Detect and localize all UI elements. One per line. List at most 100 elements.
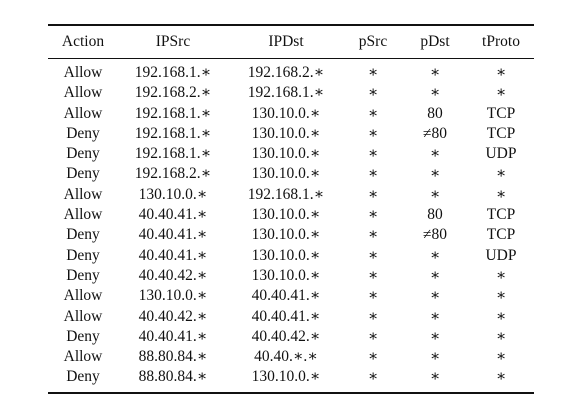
cell-pdst: ∗ bbox=[429, 246, 441, 264]
cell-pdst: ∗ bbox=[429, 368, 441, 386]
cell-psrc: ∗ bbox=[367, 307, 379, 325]
cell-ipdst: 130.10.0.∗ bbox=[251, 145, 321, 163]
cell-psrc: ∗ bbox=[367, 124, 379, 142]
header-tproto: tProto bbox=[482, 32, 520, 50]
cell-action: Deny bbox=[66, 124, 100, 142]
cell-pdst: ∗ bbox=[429, 185, 441, 203]
cell-tproto: ∗ bbox=[495, 266, 507, 284]
cell-tproto: UDP bbox=[485, 145, 517, 163]
table-row: Deny 40.40.42.∗ 130.10.0.∗ ∗ ∗ ∗ bbox=[48, 266, 534, 286]
cell-psrc: ∗ bbox=[367, 327, 379, 345]
cell-action: Deny bbox=[66, 246, 100, 264]
cell-psrc: ∗ bbox=[367, 165, 379, 183]
cell-action: Deny bbox=[66, 165, 100, 183]
cell-action: Deny bbox=[66, 145, 100, 163]
table-row: Deny 192.168.2.∗ 130.10.0.∗ ∗ ∗ ∗ bbox=[48, 164, 534, 184]
cell-action: Allow bbox=[63, 64, 103, 81]
cell-pdst: ∗ bbox=[429, 84, 441, 102]
cell-tproto: TCP bbox=[486, 124, 516, 142]
table-row: Allow 192.168.1.∗ 130.10.0.∗ ∗ 80 TCP bbox=[48, 104, 534, 124]
cell-tproto: ∗ bbox=[495, 287, 507, 305]
cell-action: Deny bbox=[66, 327, 100, 345]
cell-action: Deny bbox=[66, 226, 100, 244]
cell-ipsrc: 130.10.0.∗ bbox=[138, 287, 208, 305]
cell-ipsrc: 192.168.1.∗ bbox=[134, 145, 212, 163]
table-row: Allow 192.168.2.∗ 192.168.1.∗ ∗ ∗ ∗ bbox=[48, 83, 534, 103]
header-psrc: pSrc bbox=[358, 32, 388, 50]
cell-tproto: ∗ bbox=[495, 84, 507, 102]
cell-ipsrc: 88.80.84.∗ bbox=[138, 368, 208, 386]
cell-pdst: 80 bbox=[427, 104, 443, 122]
cell-ipdst: 40.40.41.∗ bbox=[251, 307, 321, 325]
cell-tproto: ∗ bbox=[495, 348, 507, 366]
cell-ipdst: 130.10.0.∗ bbox=[251, 206, 321, 224]
cell-tproto: TCP bbox=[486, 226, 516, 244]
cell-action: Deny bbox=[66, 368, 100, 386]
cell-pdst: 80 bbox=[427, 206, 443, 224]
cell-tproto: TCP bbox=[486, 206, 516, 224]
cell-action: Allow bbox=[63, 307, 103, 325]
cell-action: Allow bbox=[63, 104, 103, 122]
firewall-rules-table: Action IPSrc IPDst pSrc pDst tProto Allo… bbox=[48, 26, 534, 388]
cell-ipsrc: 40.40.42.∗ bbox=[138, 266, 208, 284]
cell-tproto: ∗ bbox=[495, 368, 507, 386]
cell-ipdst: 130.10.0.∗ bbox=[251, 165, 321, 183]
table-row: Deny 192.168.1.∗ 130.10.0.∗ ∗ ≠80 TCP bbox=[48, 124, 534, 144]
table-header-rule bbox=[48, 58, 534, 59]
table-row: Deny 40.40.41.∗ 40.40.42.∗ ∗ ∗ ∗ bbox=[48, 327, 534, 347]
cell-action: Allow bbox=[63, 287, 103, 305]
cell-psrc: ∗ bbox=[367, 104, 379, 122]
cell-pdst: ∗ bbox=[429, 348, 441, 366]
table-row: Allow 130.10.0.∗ 192.168.1.∗ ∗ ∗ ∗ bbox=[48, 185, 534, 205]
cell-ipsrc: 40.40.41.∗ bbox=[138, 327, 208, 345]
cell-pdst: ∗ bbox=[429, 327, 441, 345]
table-row: Allow 192.168.1.∗ 192.168.2.∗ ∗ ∗ ∗ bbox=[48, 63, 534, 83]
cell-pdst: ∗ bbox=[429, 145, 441, 163]
cell-ipdst: 40.40.41.∗ bbox=[251, 287, 321, 305]
table-row: Allow 40.40.42.∗ 40.40.41.∗ ∗ ∗ ∗ bbox=[48, 307, 534, 327]
table-row: Allow 130.10.0.∗ 40.40.41.∗ ∗ ∗ ∗ bbox=[48, 286, 534, 306]
cell-pdst: ∗ bbox=[429, 64, 441, 81]
cell-ipsrc: 40.40.42.∗ bbox=[138, 307, 208, 325]
cell-action: Allow bbox=[63, 84, 103, 102]
cell-tproto: TCP bbox=[486, 104, 516, 122]
cell-ipdst: 192.168.1.∗ bbox=[247, 185, 325, 203]
cell-action: Allow bbox=[63, 348, 103, 366]
cell-ipdst: 192.168.1.∗ bbox=[247, 84, 325, 102]
cell-ipsrc: 40.40.41.∗ bbox=[138, 206, 208, 224]
cell-ipdst: 130.10.0.∗ bbox=[251, 226, 321, 244]
cell-psrc: ∗ bbox=[367, 206, 379, 224]
table-row: Deny 40.40.41.∗ 130.10.0.∗ ∗ ≠80 TCP bbox=[48, 225, 534, 245]
cell-psrc: ∗ bbox=[367, 226, 379, 244]
cell-psrc: ∗ bbox=[367, 287, 379, 305]
cell-ipdst: 40.40.42.∗ bbox=[251, 327, 321, 345]
cell-pdst: ∗ bbox=[429, 287, 441, 305]
cell-ipdst: 130.10.0.∗ bbox=[251, 124, 321, 142]
cell-ipsrc: 192.168.2.∗ bbox=[134, 165, 212, 183]
cell-ipsrc: 192.168.2.∗ bbox=[134, 84, 212, 102]
cell-ipsrc: 192.168.1.∗ bbox=[134, 64, 212, 81]
cell-tproto: ∗ bbox=[495, 327, 507, 345]
cell-psrc: ∗ bbox=[367, 368, 379, 386]
cell-psrc: ∗ bbox=[367, 266, 379, 284]
table-bottom-rule bbox=[48, 392, 534, 394]
cell-psrc: ∗ bbox=[367, 348, 379, 366]
cell-ipsrc: 88.80.84.∗ bbox=[138, 348, 208, 366]
table-top-rule bbox=[48, 24, 534, 26]
cell-action: Allow bbox=[63, 206, 103, 224]
cell-ipdst: 192.168.2.∗ bbox=[247, 64, 325, 81]
header-pdst: pDst bbox=[420, 32, 450, 50]
cell-ipsrc: 130.10.0.∗ bbox=[138, 185, 208, 203]
cell-tproto: ∗ bbox=[495, 64, 507, 81]
table-row: Allow 88.80.84.∗ 40.40.∗.∗ ∗ ∗ ∗ bbox=[48, 347, 534, 367]
table-row: Deny 192.168.1.∗ 130.10.0.∗ ∗ ∗ UDP bbox=[48, 144, 534, 164]
cell-tproto: ∗ bbox=[495, 307, 507, 325]
cell-psrc: ∗ bbox=[367, 84, 379, 102]
cell-pdst: ≠80 bbox=[422, 226, 447, 244]
cell-pdst: ∗ bbox=[429, 266, 441, 284]
table-header-row: Action IPSrc IPDst pSrc pDst tProto bbox=[48, 26, 534, 57]
cell-ipdst: 130.10.0.∗ bbox=[251, 104, 321, 122]
cell-tproto: ∗ bbox=[495, 185, 507, 203]
cell-pdst: ≠80 bbox=[422, 124, 447, 142]
cell-psrc: ∗ bbox=[367, 185, 379, 203]
